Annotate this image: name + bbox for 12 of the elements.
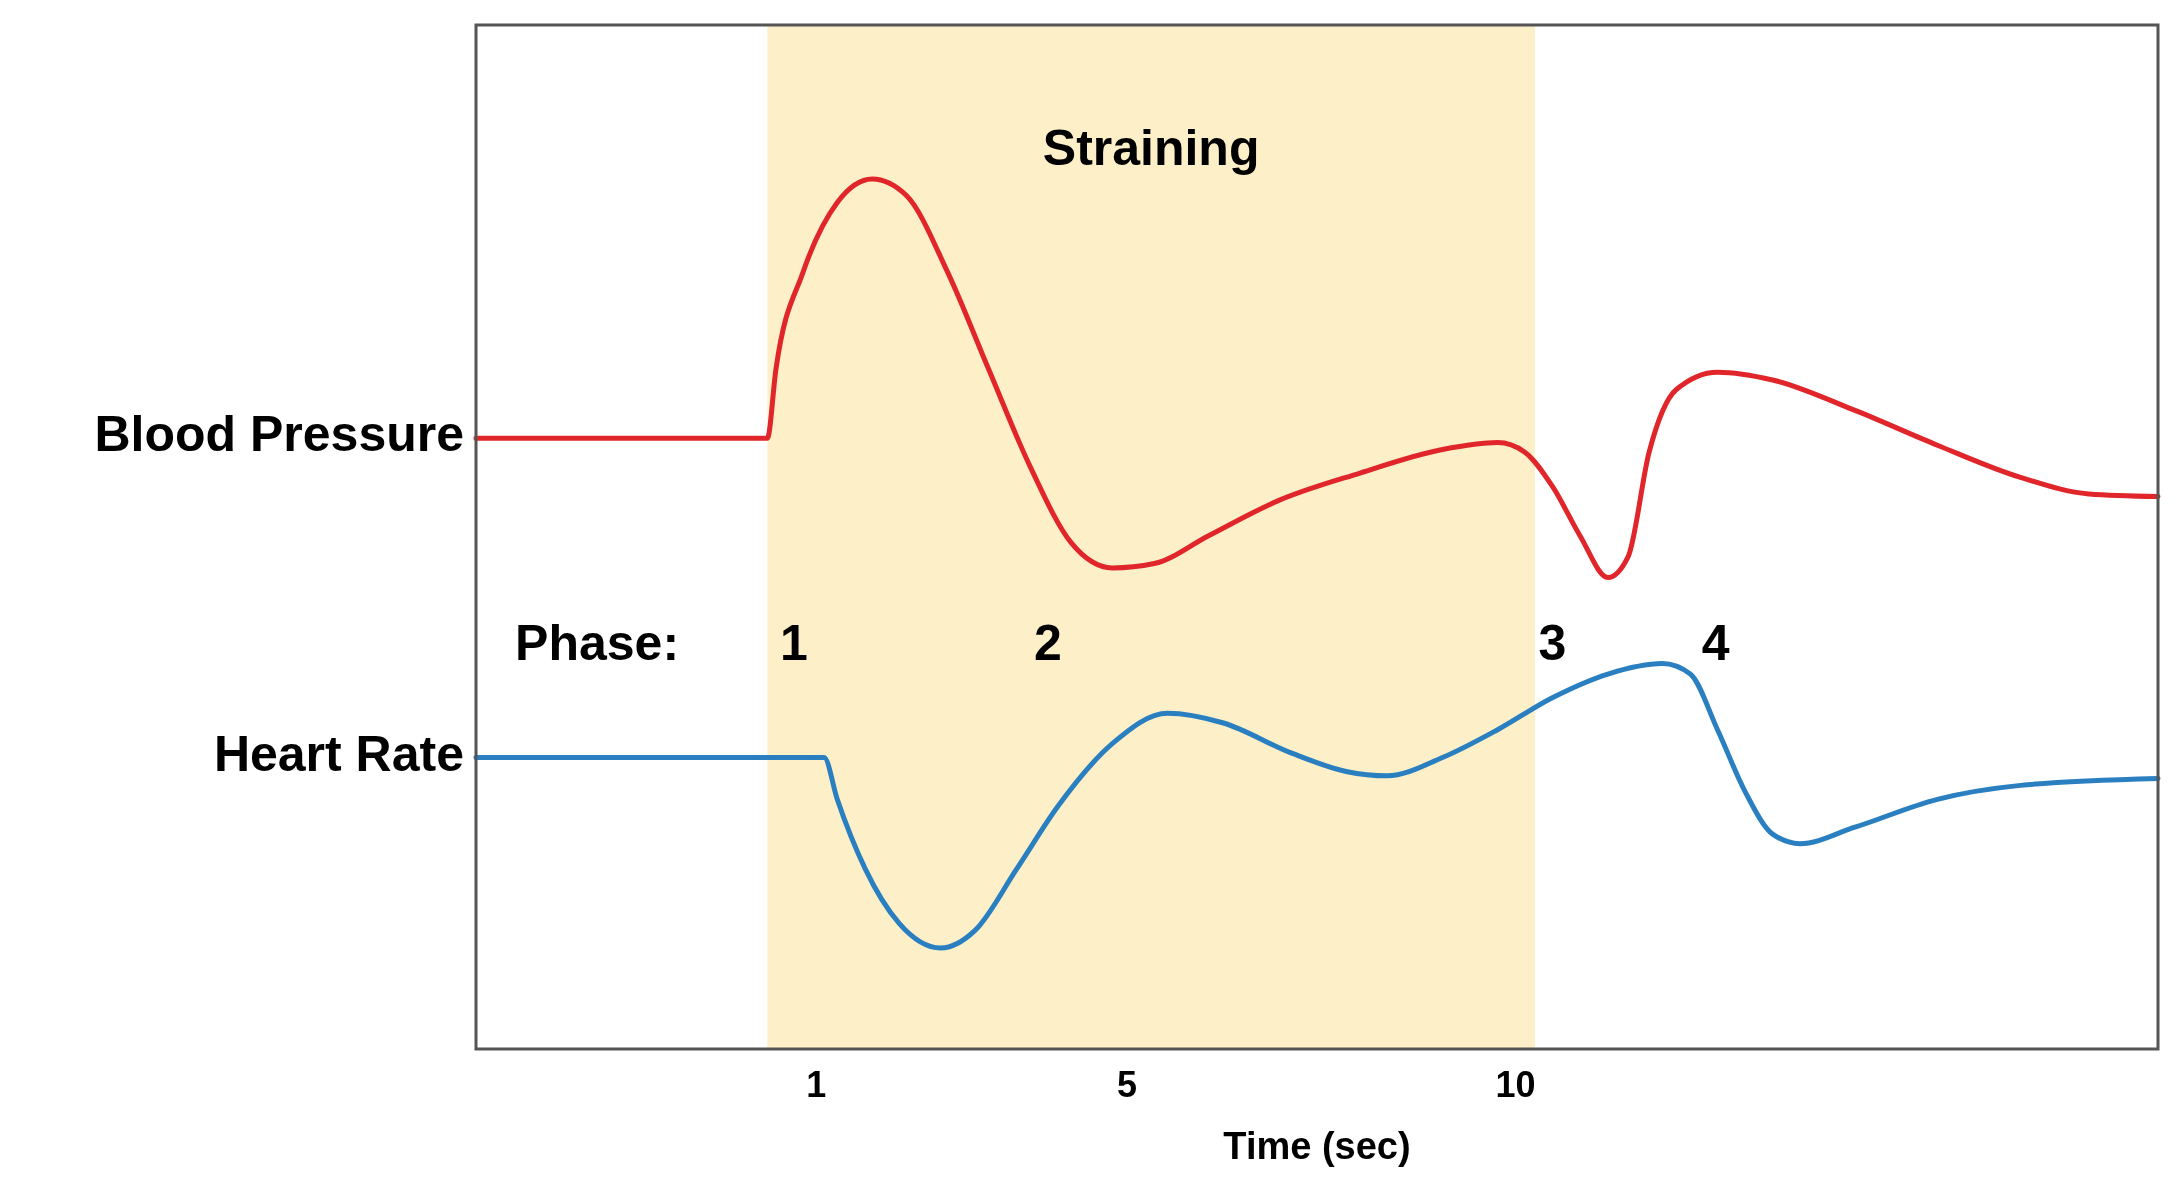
band-label: Straining <box>1042 120 1260 176</box>
annotation: 2 <box>1033 614 1062 671</box>
annotation: 1 <box>779 614 808 671</box>
series-label: Heart Rate <box>213 725 464 782</box>
annotation: 3 <box>1538 614 1567 671</box>
x-axis-title: Time (sec) <box>1223 1125 1411 1167</box>
x-tick-label: 5 <box>1117 1064 1138 1105</box>
series-label: Blood Pressure <box>94 406 464 463</box>
annotation: 4 <box>1701 614 1730 671</box>
x-tick-label: 1 <box>806 1064 827 1105</box>
x-tick-label: 10 <box>1495 1064 1536 1105</box>
annotation: Phase: <box>515 614 680 671</box>
